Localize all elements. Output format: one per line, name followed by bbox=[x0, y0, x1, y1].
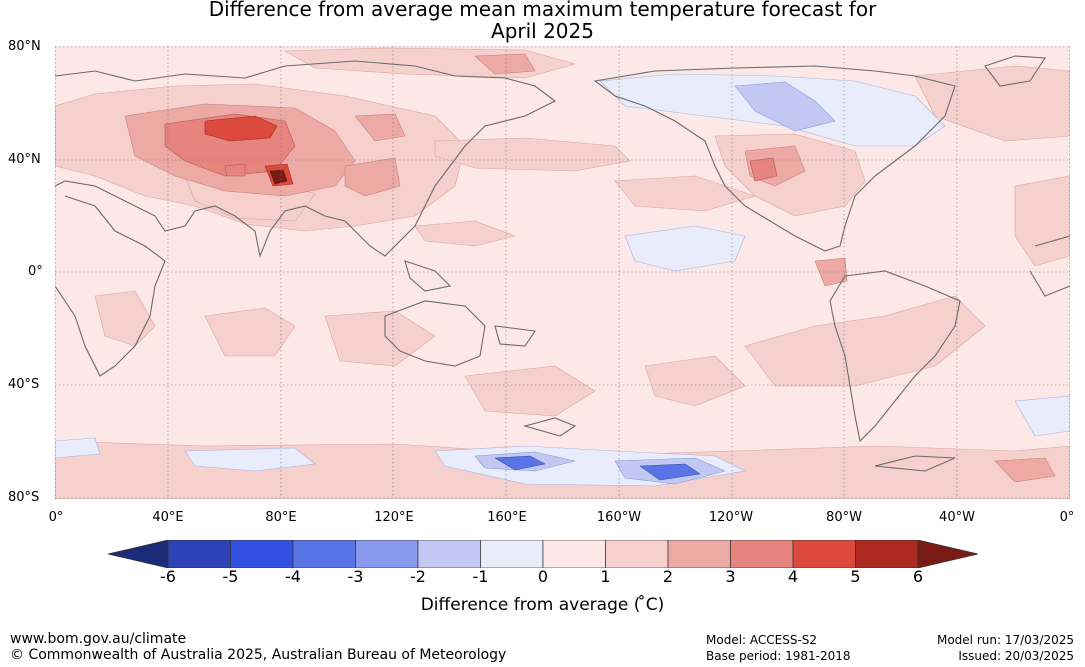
footer-copyright: © Commonwealth of Australia 2025, Austra… bbox=[10, 647, 507, 663]
colorbar-cell bbox=[292, 540, 356, 568]
footer-base-period: Base period: 1981-2018 bbox=[706, 649, 851, 663]
lon-label-80e: 80°E bbox=[265, 510, 297, 525]
map-title-line-2: April 2025 bbox=[491, 19, 594, 43]
lat-label-80s: 80°S bbox=[8, 490, 40, 505]
colorbar-cell bbox=[605, 540, 669, 568]
colorbar-cell bbox=[355, 540, 419, 568]
lon-label-40e: 40°E bbox=[152, 510, 184, 525]
lon-label-120e: 120°E bbox=[374, 510, 414, 525]
colorbar-label: Difference from average ( ̊C) bbox=[420, 595, 665, 615]
colorbar-tick-label: 2 bbox=[662, 567, 674, 586]
lat-label-80n: 80°N bbox=[8, 39, 41, 54]
lat-label-40s: 40°S bbox=[8, 377, 40, 392]
colorbar-tick-label: -6 bbox=[160, 567, 176, 586]
colorbar-arrow-high bbox=[917, 540, 978, 568]
anomaly-minus-3-minus-2-areas bbox=[494, 455, 701, 481]
colorbar-cell bbox=[167, 540, 231, 568]
map-title-line-1: Difference from average mean maximum tem… bbox=[208, 0, 877, 21]
colorbar-tick-label: 1 bbox=[600, 567, 611, 586]
lon-label-80w: 80°W bbox=[826, 510, 862, 525]
colorbar-tick-label: -3 bbox=[347, 567, 364, 586]
colorbar-tick-label: 3 bbox=[725, 567, 736, 586]
lon-label-40w: 40°W bbox=[939, 510, 975, 525]
lon-label-120w: 120°W bbox=[708, 510, 754, 525]
forecast-map bbox=[55, 46, 1070, 499]
colorbar-tick-label: 4 bbox=[787, 567, 799, 586]
anomaly-5-6-areas bbox=[269, 169, 288, 185]
coastlines bbox=[55, 55, 1070, 472]
colorbar-cell bbox=[855, 540, 919, 568]
colorbar-tick-label: -2 bbox=[410, 567, 426, 586]
lon-label-160w: 160°W bbox=[596, 510, 642, 525]
lon-label-160e: 160°E bbox=[487, 510, 527, 525]
colorbar-cell bbox=[417, 540, 481, 568]
footer-model-run: Model run: 17/03/2025 bbox=[936, 633, 1074, 647]
colorbar-tick-label: 5 bbox=[850, 567, 861, 586]
lat-label-40n: 40°N bbox=[8, 152, 41, 167]
graticule bbox=[55, 46, 1070, 499]
colorbar-cell bbox=[667, 540, 731, 568]
colorbar-cell bbox=[730, 540, 794, 568]
anomaly-field bbox=[55, 47, 1070, 499]
colorbar-cell bbox=[480, 540, 544, 568]
lon-label-0-left: 0° bbox=[48, 510, 64, 525]
colorbar-tick-label: -4 bbox=[285, 567, 301, 586]
colorbar-tick-label: 6 bbox=[912, 567, 924, 586]
colorbar-tick-label: -1 bbox=[472, 567, 489, 586]
colorbar-cell bbox=[792, 540, 856, 568]
colorbar-cell bbox=[542, 540, 606, 568]
lon-label-0-right: 0° bbox=[1059, 510, 1075, 525]
lat-label-equator: 0° bbox=[28, 264, 43, 279]
colorbar-cell bbox=[230, 540, 294, 568]
colorbar-arrow-low bbox=[108, 540, 169, 568]
footer-model: Model: ACCESS-S2 bbox=[706, 633, 818, 647]
colorbar-tick-label: 0 bbox=[537, 567, 549, 586]
colorbar bbox=[108, 540, 978, 568]
footer-issued: Issued: 20/03/2025 bbox=[958, 649, 1074, 663]
footer-website[interactable]: www.bom.gov.au/climate bbox=[10, 631, 187, 647]
colorbar-tick-label: -5 bbox=[222, 567, 239, 586]
